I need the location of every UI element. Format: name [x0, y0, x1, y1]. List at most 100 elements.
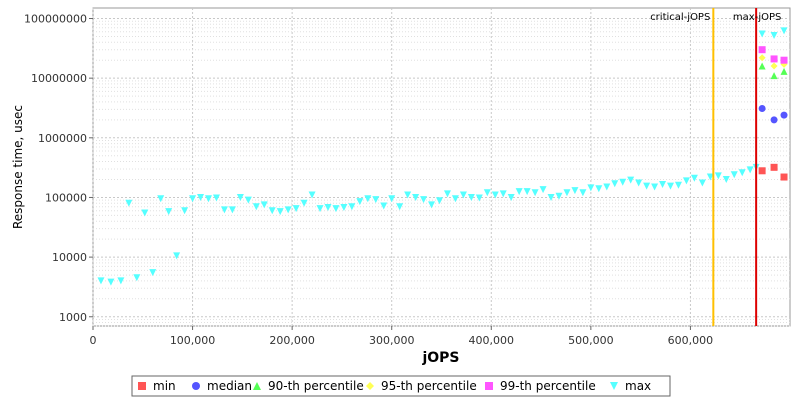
- data-point: [189, 195, 197, 203]
- data-point: [133, 274, 141, 282]
- data-point: [780, 173, 788, 181]
- data-point: [141, 209, 149, 217]
- legend-swatch: [192, 382, 200, 390]
- y-axis-title: Response time, usec: [11, 105, 25, 229]
- x-tick-label: 400,000: [469, 334, 515, 347]
- data-point: [340, 203, 348, 211]
- data-point: [643, 182, 651, 190]
- data-point: [388, 195, 396, 203]
- data-point: [523, 188, 531, 196]
- legend-item: 99-th percentile: [485, 379, 596, 393]
- data-point: [316, 205, 324, 213]
- data-point: [420, 196, 428, 204]
- data-point: [780, 56, 788, 64]
- data-point: [332, 205, 340, 213]
- data-point: [483, 189, 491, 197]
- legend-swatch: [485, 382, 493, 390]
- x-tick-label: 500,000: [568, 334, 614, 347]
- data-point: [459, 191, 467, 199]
- legend-item: 90-th percentile: [253, 379, 364, 393]
- data-point: [770, 116, 778, 124]
- data-point: [603, 183, 611, 191]
- data-point: [722, 176, 730, 184]
- data-point: [205, 195, 213, 203]
- data-point: [587, 184, 595, 192]
- y-tick-label: 1000: [59, 311, 87, 324]
- data-point: [635, 179, 643, 187]
- data-point: [244, 196, 252, 204]
- data-point: [758, 46, 766, 54]
- data-point: [443, 190, 451, 198]
- data-point: [173, 252, 181, 260]
- marker-label: max-jOPS: [733, 12, 781, 23]
- data-point: [780, 67, 788, 75]
- data-point: [436, 197, 444, 205]
- data-point: [780, 111, 788, 119]
- series-min: [758, 163, 788, 181]
- x-tick-label: 300,000: [369, 334, 415, 347]
- data-point: [260, 201, 268, 209]
- data-point: [682, 177, 690, 185]
- data-point: [770, 55, 778, 63]
- data-point: [563, 189, 571, 197]
- legend-label: max: [625, 379, 651, 393]
- data-point: [595, 185, 603, 193]
- data-point: [758, 30, 766, 38]
- legend-item: max: [610, 379, 651, 393]
- data-point: [515, 188, 523, 196]
- legend-item: median: [192, 379, 252, 393]
- data-point: [252, 203, 260, 211]
- x-tick-label: 200,000: [269, 334, 315, 347]
- x-tick-label: 100,000: [170, 334, 216, 347]
- data-point: [619, 178, 627, 186]
- data-points: [97, 27, 788, 286]
- data-point: [758, 62, 766, 70]
- y-tick-label: 100000000: [24, 13, 87, 26]
- legend-swatch: [610, 382, 618, 390]
- data-point: [539, 186, 547, 194]
- data-point: [714, 172, 722, 180]
- data-point: [364, 195, 372, 203]
- y-tick-label: 100000: [45, 191, 87, 204]
- legend-swatch: [366, 382, 374, 390]
- data-point: [571, 187, 579, 195]
- legend-label: min: [153, 379, 176, 393]
- legend-box: [131, 375, 671, 397]
- data-point: [780, 27, 788, 35]
- marker-label: critical-jOPS: [650, 12, 710, 23]
- data-point: [324, 203, 332, 211]
- data-point: [491, 191, 499, 199]
- data-point: [220, 206, 228, 214]
- data-point: [300, 199, 308, 207]
- legend-label: 99-th percentile: [500, 379, 596, 393]
- data-point: [531, 189, 539, 197]
- legend-label: 90-th percentile: [268, 379, 364, 393]
- data-point: [499, 190, 507, 198]
- legend: min median 90-th percentile 95-th percentil…: [131, 375, 671, 397]
- data-point: [674, 181, 682, 189]
- data-point: [770, 72, 778, 80]
- data-point: [547, 193, 555, 201]
- data-point: [467, 193, 475, 201]
- data-point: [276, 208, 284, 216]
- series-median: [758, 104, 788, 124]
- x-tick-label: 600,000: [668, 334, 714, 347]
- data-point: [157, 195, 165, 203]
- data-point: [579, 189, 587, 197]
- x-axis-title: jOPS: [421, 350, 459, 366]
- data-point: [348, 203, 356, 211]
- y-tick-label: 1000000: [38, 132, 87, 145]
- series-99-th-percentile: [758, 46, 788, 64]
- legend-item: 95-th percentile: [366, 379, 477, 393]
- data-point: [380, 202, 388, 210]
- data-point: [698, 179, 706, 187]
- data-point: [758, 54, 766, 62]
- legend-label: median: [207, 379, 252, 393]
- x-tick-label: 0: [90, 334, 97, 347]
- y-tick-label: 10000000: [31, 72, 87, 85]
- data-point: [356, 198, 364, 206]
- data-point: [308, 191, 316, 199]
- data-point: [690, 174, 698, 182]
- data-point: [97, 277, 105, 285]
